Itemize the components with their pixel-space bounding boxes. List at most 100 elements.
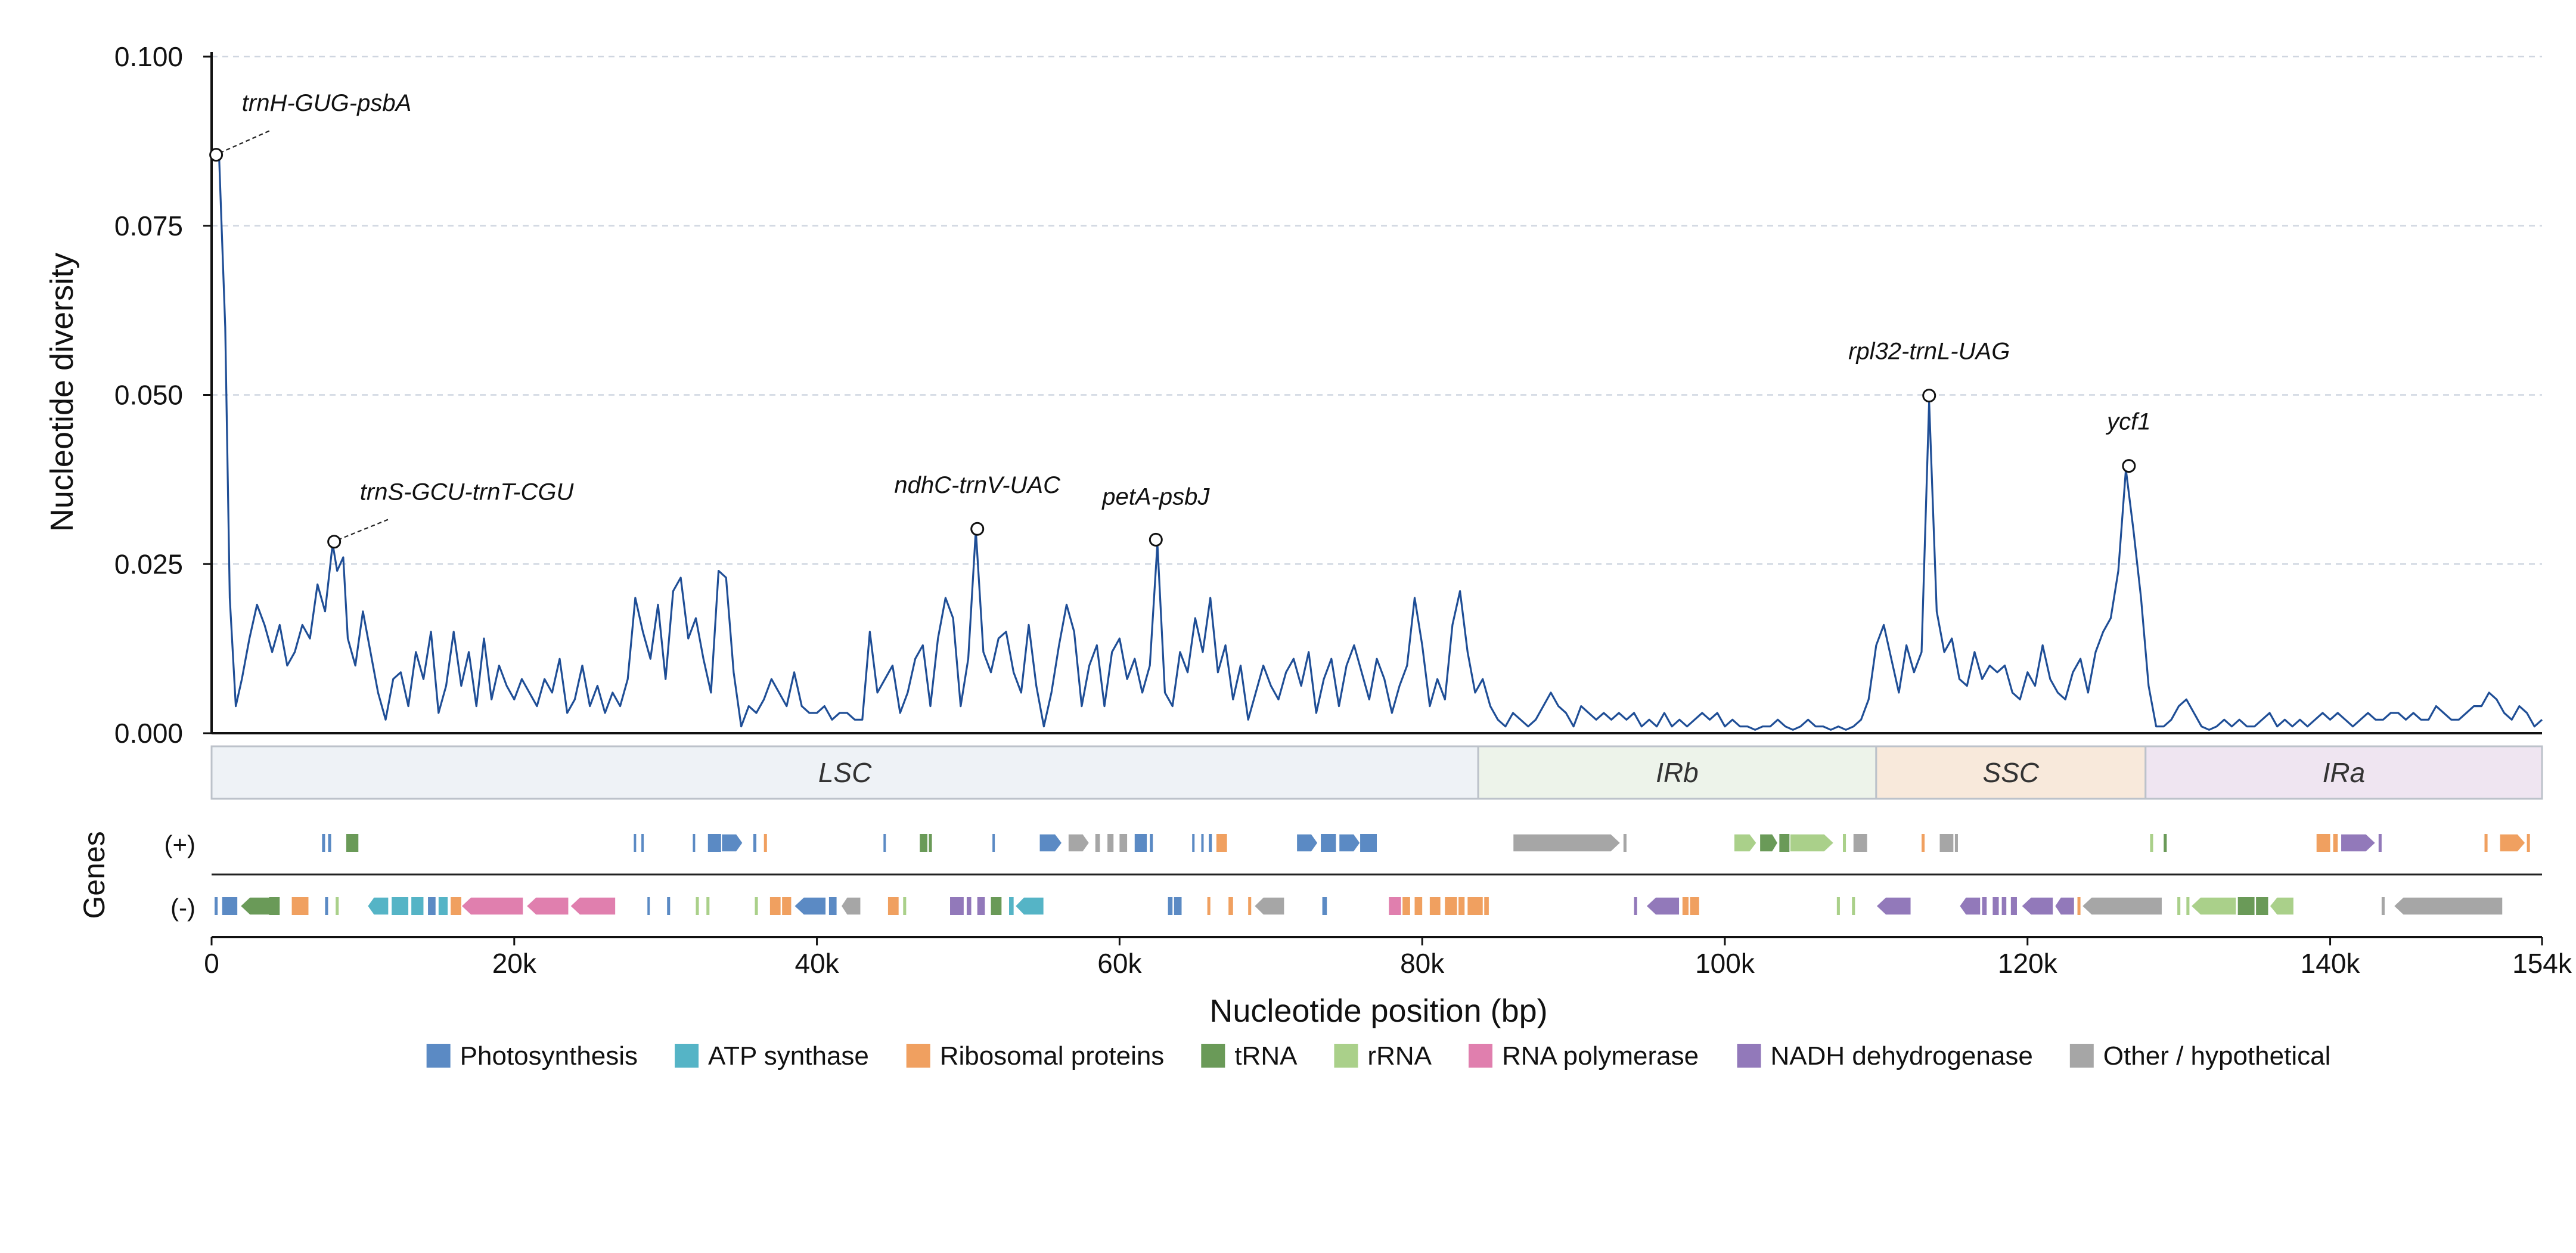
gene-minus [2381,897,2385,915]
gene-plus [634,834,637,852]
strand-minus-label: (-) [170,894,195,922]
peak-label: ycf1 [2105,408,2150,435]
gene-plus [1201,834,1204,852]
region-label: SSC [1983,757,2040,788]
peak-leader [219,129,272,154]
gene-plus [1623,834,1627,852]
gene-minus [828,897,837,915]
gene-minus [1248,897,1252,915]
gene-minus [428,897,436,915]
region-label: IRb [1656,757,1699,788]
gene-plus [721,833,744,852]
legend-label: NADH dehydrogenase [1771,1041,2033,1071]
gene-minus [291,897,309,915]
gene-plus [2164,834,2167,852]
gene-minus [2190,897,2237,916]
legend-swatch [1737,1044,1761,1068]
gene-plus [2499,833,2527,852]
peak-marker [209,148,224,162]
gene-minus [1414,897,1423,915]
gene-minus [1682,897,1689,915]
gene-plus [992,834,995,852]
legend-label: Photosynthesis [460,1041,638,1071]
gene-minus [1207,897,1211,915]
gene-plus [2333,834,2338,852]
gene-minus [840,897,861,916]
gene-plus [1843,834,1846,852]
gene-minus [1389,897,1401,915]
gene-plus [2150,834,2153,852]
region-label: IRa [2323,757,2366,788]
y-tick-label: 0.025 [114,548,183,579]
gene-minus [1458,897,1465,915]
x-tick-label: 40k [794,948,839,979]
x-tick-label: 140k [2301,948,2361,979]
gene-minus [1168,897,1173,915]
gene-minus [2081,897,2163,916]
region-bar: LSC IRb SSC IRa [210,745,2543,800]
gene-plus [929,834,932,852]
x-tick-label: 60k [1097,948,1142,979]
gene-plus [1512,833,1621,852]
legend: Photosynthesis ATP synthase Ribosomal prot… [426,1041,2330,1071]
gene-minus [1852,897,1855,915]
gene-plus [883,834,886,852]
gene-plus [328,834,331,852]
gene-plus [1134,834,1147,852]
gene-minus [950,897,964,915]
legend-swatch [1468,1044,1492,1068]
y-tick-label: 0.000 [114,718,183,749]
y-tick-label: 0.050 [114,380,183,411]
legend-label: RNA polymerase [1502,1041,1699,1071]
gene-minus [2186,897,2190,915]
gene-minus [706,897,710,915]
gene-minus [411,897,424,915]
legend-swatch [906,1044,930,1068]
gene-minus [647,897,650,915]
gene-minus [1322,897,1327,915]
gene-minus [1959,897,1981,916]
gene-plus [764,834,767,852]
peak-marker [2122,459,2136,473]
gene-plus [1107,834,1114,852]
gene-minus [1645,897,1680,916]
gene-track: Genes (+) (-) [77,830,2542,922]
gene-minus [769,897,781,915]
legend-label: Ribosomal proteins [940,1041,1165,1071]
gene-plus [1779,834,1790,852]
legend-swatch [1201,1044,1225,1068]
legend-swatch [1334,1044,1358,1068]
gene-minus [903,897,907,915]
region-label: LSC [818,757,872,788]
gene-plus [1360,834,1377,852]
gene-minus [1174,897,1182,915]
gene-minus [2054,897,2075,916]
gene-plus [346,834,359,852]
gene-plus [1789,833,1835,852]
peak-marker [1922,389,1936,403]
gene-minus [966,897,972,915]
gene-plus [2527,834,2530,852]
gene-minus [325,897,328,915]
gene-minus [2237,897,2255,915]
gene-plus [1209,834,1212,852]
gene-minus [1836,897,1840,915]
gene-minus [367,897,389,916]
region-ssc [1875,745,2147,800]
region-ira [2144,745,2543,800]
peak-annotations: trnH-GUG-psbA trnS-GCU-trnT-CGU ndhC-trnV-… [209,90,2151,549]
y-axis: 0.000 0.025 0.050 0.075 0.100 [114,41,2542,749]
gene-minus [1690,897,1699,915]
gene-minus [1445,897,1457,915]
gene-minus [2001,897,2007,915]
gene-plus [920,834,927,852]
gene-plus [2378,834,2382,852]
gene-minus [438,897,448,915]
gene-minus [1982,897,1987,915]
x-tick-label: 0 [204,948,219,979]
gene-plus [322,834,325,852]
gene-minus [2021,897,2054,916]
gene-minus [215,897,218,915]
x-tick-label: 120k [1998,948,2058,979]
